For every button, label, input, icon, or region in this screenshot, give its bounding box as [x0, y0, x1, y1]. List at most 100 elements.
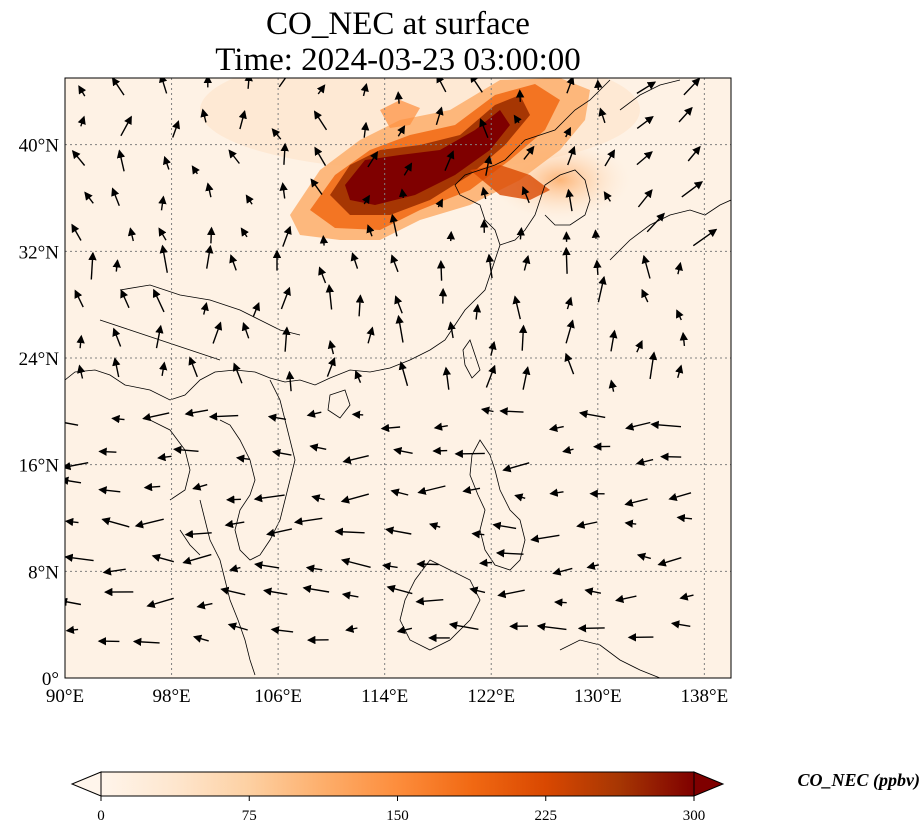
wind-arrow — [380, 423, 401, 433]
wind-arrow — [415, 597, 444, 606]
lat-tick-label: 32°N — [19, 242, 60, 263]
wind-arrow — [311, 494, 325, 503]
wind-arrow — [158, 361, 168, 377]
wind-arrow — [208, 412, 239, 421]
wind-arrow — [158, 227, 167, 241]
wind-arrow — [522, 255, 531, 271]
wind-arrow — [594, 79, 603, 91]
wind-arrow — [578, 410, 606, 419]
colorbar-label: CO_NEC (ppbv) — [797, 770, 920, 790]
wind-arrow — [142, 412, 170, 422]
wind-arrow — [280, 142, 289, 165]
wind-arrow — [591, 229, 601, 239]
wind-arrow — [395, 314, 404, 343]
wind-arrow — [184, 529, 212, 539]
wind-arrow — [205, 244, 214, 269]
wind-arrow — [78, 85, 87, 97]
wind-arrow — [393, 446, 413, 456]
wind-arrow — [65, 625, 79, 635]
wind-arrow — [282, 326, 291, 352]
wind-arrow — [196, 601, 213, 610]
wind-arrow — [173, 445, 199, 455]
wind-arrow — [232, 362, 243, 384]
wind-arrow — [184, 408, 209, 417]
wind-arrow — [515, 89, 525, 102]
map-title: CO_NEC at surface — [266, 6, 530, 42]
wind-arrow — [200, 108, 209, 123]
wind-arrow — [146, 597, 174, 609]
wind-arrow — [271, 448, 292, 458]
wind-arrow — [65, 517, 79, 527]
wind-arrow — [65, 461, 89, 471]
wind-arrow — [151, 553, 174, 563]
wind-arrow — [98, 447, 117, 456]
map-subtitle-time: Time: 2024-03-23 03:00:00 — [215, 42, 581, 78]
gridlines — [65, 78, 731, 678]
wind-arrow — [65, 553, 94, 562]
wind-arrow — [245, 194, 254, 205]
wind-arrow — [116, 149, 126, 172]
wind-arrow — [471, 530, 485, 539]
wind-arrow — [433, 422, 448, 431]
lon-tick-label: 138°E — [681, 686, 729, 707]
wind-arrow — [305, 564, 323, 573]
wind-arrow — [554, 598, 567, 607]
wind-arrow — [143, 482, 161, 492]
wind-arrow — [102, 567, 126, 576]
wind-arrow — [112, 357, 121, 378]
wind-arrow — [270, 626, 294, 635]
wind-arrow — [586, 561, 599, 570]
wind-arrow — [65, 597, 82, 607]
wind-arrow — [403, 162, 413, 176]
lon-tick-label: 122°E — [467, 686, 515, 707]
wind-arrow — [636, 81, 657, 94]
wind-arrow — [597, 275, 607, 303]
wind-arrow — [132, 637, 160, 647]
colorbar-tick-label: 75 — [242, 808, 257, 824]
lat-tick-label: 0° — [42, 669, 59, 690]
wind-arrow — [235, 454, 250, 463]
wind-arrow — [134, 518, 164, 529]
wind-arrow — [354, 370, 363, 383]
colorbar-min-extend — [70, 771, 102, 797]
colorbar-max-extend — [693, 771, 725, 797]
wind-arrow — [120, 115, 132, 137]
wind-arrow — [674, 261, 683, 275]
wind-arrow — [386, 584, 413, 595]
lon-tick-label: 90°E — [46, 686, 84, 707]
wind-arrow — [355, 294, 365, 317]
wind-arrow — [637, 189, 653, 208]
wind-arrow — [567, 145, 576, 166]
wind-arrow — [442, 366, 452, 390]
wind-arrow — [127, 227, 137, 242]
wind-arrow — [76, 334, 85, 349]
wind-arrow — [522, 366, 531, 390]
wind-arrow — [488, 340, 497, 356]
wind-arrow — [263, 587, 288, 596]
wind-arrow — [394, 91, 403, 104]
wind-arrow — [200, 302, 209, 315]
wind-arrow — [472, 303, 482, 320]
wind-arrow — [302, 584, 330, 594]
wind-arrow — [205, 182, 214, 198]
wind-arrow — [417, 485, 446, 495]
wind-arrow — [635, 457, 654, 466]
wind-arrow — [593, 259, 602, 275]
wind-arrow — [679, 331, 688, 346]
wind-arrow — [98, 486, 121, 495]
wind-arrow — [155, 324, 164, 349]
wind-arrow — [182, 553, 212, 565]
wind-arrow — [229, 254, 238, 271]
wind-arrow — [603, 191, 612, 202]
wind-arrow — [306, 409, 322, 418]
wind-arrow — [71, 223, 82, 241]
wind-arrow — [228, 149, 240, 164]
wind-arrow — [389, 213, 398, 237]
wind-arrow — [604, 149, 616, 167]
wind-arrow — [212, 321, 223, 344]
wind-arrow — [366, 326, 375, 344]
wind-arrow — [428, 522, 441, 531]
wind-arrow — [279, 182, 288, 199]
wind-arrow — [111, 187, 120, 207]
wind-arrow — [394, 295, 403, 314]
